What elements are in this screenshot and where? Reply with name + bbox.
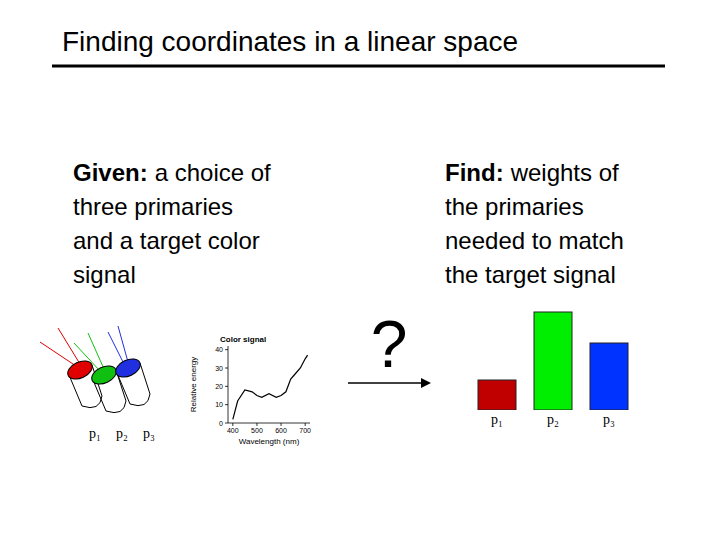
y-tick-label: 30 [215, 365, 223, 372]
x-tick-label: 500 [251, 427, 263, 434]
bar [534, 312, 572, 410]
projector-lens [89, 362, 119, 387]
x-tick-label: 700 [299, 427, 311, 434]
projector-label: p₁ [89, 426, 101, 441]
x-tick-label: 600 [275, 427, 287, 434]
projector-beam [108, 332, 124, 364]
title-rule [52, 65, 665, 68]
color-signal-chart: Color signal 0 10 20 30 40 400 500 600 700 Wavelen… [189, 335, 311, 446]
y-tick-label: 0 [219, 420, 223, 427]
given-line: signal [73, 261, 136, 288]
find-line-text: weights of [510, 159, 619, 186]
given-line-text: a choice of [155, 159, 271, 186]
background [0, 0, 720, 540]
projector-beam [74, 343, 100, 371]
given-text: Given: a choice of three primaries and a ta… [73, 159, 271, 288]
find-label: Find: [445, 159, 504, 186]
y-tick-label: 40 [215, 346, 223, 353]
projectors: p₁ p₂ p₃ [40, 326, 155, 441]
question-mark: ? [371, 307, 408, 381]
y-tick [225, 368, 228, 369]
arrow-shaft [348, 382, 424, 384]
x-tick-label: p₃ [603, 412, 615, 427]
bar [478, 380, 516, 410]
y-axis-label: Relative energy [189, 357, 198, 413]
weights-chart: p₁ p₂ p₃ [478, 312, 628, 427]
projector-label: p₂ [116, 426, 128, 441]
x-tick [305, 423, 306, 426]
x-tick-label: 400 [227, 427, 239, 434]
projector-beam [118, 326, 128, 362]
arrow-head [421, 378, 431, 388]
y-tick [225, 404, 228, 405]
find-line: needed to match [445, 227, 624, 254]
y-tick [225, 423, 228, 424]
y-tick-label: 20 [215, 383, 223, 390]
given-label: Given: [73, 159, 148, 186]
projector-beam [88, 333, 104, 369]
projector-beam [40, 342, 76, 366]
find-line: Find:weights of [445, 159, 619, 186]
find-line: the primaries [445, 193, 584, 220]
x-tick [256, 423, 257, 426]
bar [590, 343, 628, 410]
x-tick [281, 423, 282, 426]
y-tick-label: 10 [215, 401, 223, 408]
projector-label: p₃ [143, 426, 155, 441]
chart-title: Color signal [220, 335, 266, 344]
plot-area [478, 312, 628, 410]
x-axis-label: Wavelength (nm) [239, 437, 300, 446]
given-line: three primaries [73, 193, 233, 220]
plot-area [233, 355, 308, 419]
slide: Finding coordinates in a linear space Giv… [0, 0, 720, 540]
slide-title: Finding coordinates in a linear space [62, 26, 518, 57]
x-tick-label: p₂ [547, 412, 559, 427]
given-line: and a target color [73, 227, 260, 254]
y-tick [225, 386, 228, 387]
x-tick-label: p₁ [491, 412, 503, 427]
x-axis [228, 423, 310, 424]
find-text: Find:weights of the primaries needed to ma… [445, 159, 624, 288]
signal-line [233, 355, 308, 419]
y-axis [228, 346, 229, 423]
given-line: Given: a choice of [73, 159, 271, 186]
x-tick [232, 423, 233, 426]
y-tick [225, 349, 228, 350]
projector-lens [113, 355, 143, 380]
find-line: the target signal [445, 261, 616, 288]
